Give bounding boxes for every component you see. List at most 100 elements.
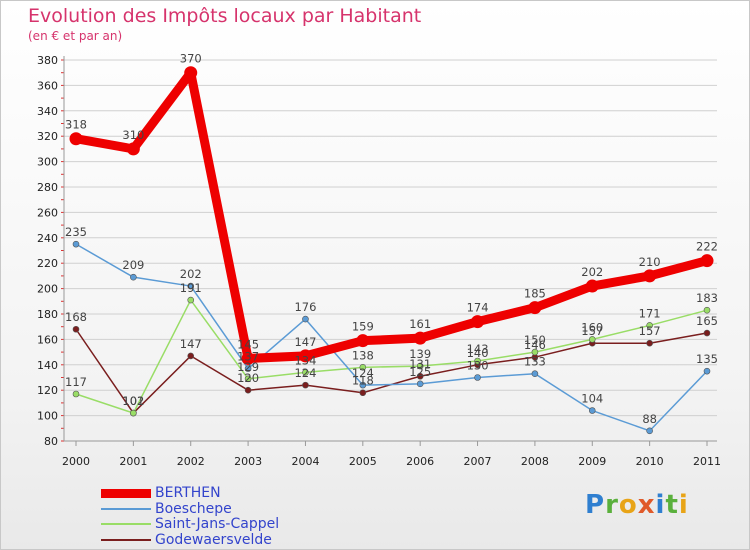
data-label-boeschepe: 202 — [180, 267, 202, 281]
data-point-boeschepe — [244, 365, 252, 372]
legend-label-berthen: BERTHEN — [155, 485, 221, 501]
data-point-boeschepe — [187, 282, 195, 290]
x-tick-label: 2005 — [349, 455, 377, 468]
y-tick-label: 200 — [37, 283, 58, 296]
data-label-saint-jans-cappel: 129 — [237, 360, 259, 374]
data-point-boeschepe — [646, 427, 653, 435]
data-label-godewaersvelde: 157 — [581, 324, 603, 338]
x-tick-label: 2000 — [62, 455, 90, 468]
data-point-saint-jans-cappel — [416, 362, 424, 370]
data-label-godewaersvelde: 168 — [65, 310, 87, 324]
data-point-saint-jans-cappel — [531, 348, 539, 356]
data-label-godewaersvelde: 131 — [409, 357, 431, 371]
data-point-boeschepe — [72, 240, 80, 248]
data-point-berthen — [643, 269, 657, 283]
data-point-godewaersvelde — [416, 372, 424, 380]
data-label-berthen: 318 — [65, 118, 87, 132]
data-label-berthen: 210 — [639, 255, 661, 269]
y-tick-label: 380 — [37, 54, 58, 67]
data-point-godewaersvelde — [646, 339, 653, 347]
data-label-godewaersvelde: 118 — [352, 374, 374, 388]
data-label-boeschepe: 88 — [642, 412, 657, 426]
data-label-berthen: 185 — [524, 287, 546, 301]
x-tick-label: 2011 — [693, 455, 721, 468]
data-point-berthen — [126, 142, 140, 156]
data-label-berthen: 370 — [180, 52, 202, 66]
data-point-godewaersvelde — [187, 352, 195, 360]
data-point-boeschepe — [130, 273, 137, 281]
series-line-boeschepe — [75, 243, 708, 432]
data-label-saint-jans-cappel: 138 — [352, 348, 374, 362]
data-label-godewaersvelde: 120 — [237, 371, 259, 385]
data-point-godewaersvelde — [302, 381, 309, 389]
y-tick-label: 280 — [37, 181, 58, 194]
legend-label-boeschepe: Boeschepe — [155, 501, 232, 517]
data-point-godewaersvelde — [359, 389, 367, 397]
data-point-berthen — [471, 315, 485, 329]
data-label-saint-jans-cappel: 183 — [696, 291, 718, 305]
data-point-godewaersvelde — [72, 325, 80, 333]
x-tick-label: 2003 — [234, 455, 262, 468]
data-label-boeschepe: 209 — [122, 258, 144, 272]
y-tick-label: 320 — [37, 130, 58, 143]
data-point-berthen — [356, 334, 370, 348]
data-label-boeschepe: 135 — [696, 352, 718, 366]
y-tick-label: 260 — [37, 206, 58, 219]
data-label-berthen: 202 — [581, 265, 603, 279]
y-tick-label: 140 — [37, 359, 58, 372]
data-label-godewaersvelde: 165 — [696, 314, 718, 328]
data-label-godewaersvelde: 147 — [180, 337, 202, 351]
data-label-boeschepe: 125 — [409, 365, 431, 379]
data-point-godewaersvelde — [244, 386, 252, 394]
data-point-berthen — [241, 351, 255, 365]
data-label-boeschepe: 176 — [294, 300, 316, 314]
data-label-berthen: 159 — [352, 320, 374, 334]
data-label-saint-jans-cappel: 160 — [581, 320, 603, 334]
y-tick-label: 100 — [37, 410, 58, 423]
data-point-boeschepe — [302, 315, 309, 323]
data-label-boeschepe: 104 — [581, 392, 603, 406]
data-label-saint-jans-cappel: 134 — [294, 353, 316, 367]
data-label-godewaersvelde: 140 — [467, 346, 489, 360]
data-label-berthen: 145 — [237, 337, 259, 351]
y-tick-label: 180 — [37, 308, 58, 321]
series-line-saint-jans-cappel — [75, 299, 708, 414]
chart-subtitle: (en € et par an) — [28, 29, 123, 43]
data-point-berthen — [585, 279, 599, 293]
data-point-saint-jans-cappel — [646, 322, 653, 329]
x-tick-label: 2009 — [578, 455, 606, 468]
x-tick-label: 2008 — [521, 455, 549, 468]
legend-item-godewaersvelde: Godewaersvelde — [101, 532, 272, 548]
data-label-saint-jans-cappel: 191 — [180, 281, 202, 295]
y-tick-label: 240 — [37, 232, 58, 245]
legend-swatch-godewaersvelde — [101, 539, 151, 541]
data-point-godewaersvelde — [703, 329, 711, 337]
data-point-boeschepe — [531, 370, 539, 377]
data-point-berthen — [528, 301, 542, 315]
data-point-berthen — [184, 66, 198, 80]
x-tick-label: 2001 — [119, 455, 147, 468]
x-tick-label: 2004 — [291, 455, 319, 468]
data-label-saint-jans-cappel: 171 — [639, 306, 661, 320]
data-label-saint-jans-cappel: 139 — [409, 347, 431, 361]
data-point-boeschepe — [359, 381, 367, 389]
data-point-saint-jans-cappel — [302, 369, 309, 376]
series-line-berthen — [71, 68, 712, 363]
x-tick-label: 2007 — [464, 455, 492, 468]
data-label-godewaersvelde: 124 — [294, 366, 316, 380]
data-point-boeschepe — [416, 380, 424, 388]
data-point-saint-jans-cappel — [359, 364, 367, 371]
x-tick-label: 2002 — [177, 455, 205, 468]
legend-label-saint-jans-cappel: Saint-Jans-Cappel — [155, 516, 280, 532]
data-point-berthen — [298, 349, 312, 363]
legend-label-godewaersvelde: Godewaersvelde — [155, 532, 272, 548]
legend-swatch-boeschepe — [101, 508, 151, 510]
data-label-berthen: 161 — [409, 317, 431, 331]
data-label-godewaersvelde: 146 — [524, 338, 546, 352]
data-point-berthen — [69, 132, 83, 146]
data-label-godewaersvelde: 157 — [639, 324, 661, 338]
data-label-saint-jans-cappel: 143 — [467, 342, 489, 356]
y-tick-label: 160 — [37, 333, 58, 346]
data-point-saint-jans-cappel — [72, 390, 80, 398]
